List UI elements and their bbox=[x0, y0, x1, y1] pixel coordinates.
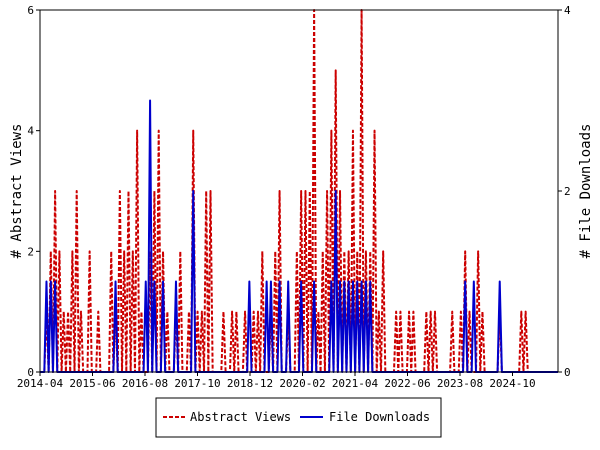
y-left-tick-label-3: 6 bbox=[27, 4, 34, 17]
y-right-axis-title: # File Downloads bbox=[578, 124, 594, 259]
legend-label-file-downloads: File Downloads bbox=[329, 410, 430, 424]
x-tick-label-0: 2014-04 bbox=[17, 377, 64, 390]
legend: Abstract Views File Downloads bbox=[155, 397, 442, 438]
x-tick-label-2: 2016-08 bbox=[122, 377, 168, 390]
y-left-tick-label-0: 0 bbox=[27, 366, 34, 379]
y-right-tick-label-0: 0 bbox=[564, 366, 571, 379]
legend-box bbox=[155, 397, 442, 438]
x-tick-label-5: 2020-02 bbox=[279, 377, 325, 390]
x-tick-label-9: 2024-10 bbox=[489, 377, 535, 390]
axis-layer: 0 2 4 6 0 2 4 2014-04 2015-06 2016-08 2017-10 2018-… bbox=[17, 4, 571, 390]
y-left-tick-label-1: 2 bbox=[27, 245, 34, 258]
legend-label-abstract-views: Abstract Views bbox=[190, 410, 291, 424]
x-tick-label-1: 2015-06 bbox=[69, 377, 115, 390]
x-tick-label-6: 2021-04 bbox=[332, 377, 379, 390]
x-tick-label-8: 2023-08 bbox=[437, 377, 483, 390]
y-left-axis-title: # Abstract Views bbox=[9, 124, 25, 259]
y-right-tick-label-1: 2 bbox=[564, 185, 571, 198]
x-tick-label-7: 2022-06 bbox=[384, 377, 430, 390]
x-tick-label-4: 2018-12 bbox=[227, 377, 273, 390]
y-left-tick-label-2: 4 bbox=[27, 125, 34, 138]
x-tick-label-3: 2017-10 bbox=[174, 377, 220, 390]
y-right-tick-label-2: 4 bbox=[564, 4, 571, 17]
